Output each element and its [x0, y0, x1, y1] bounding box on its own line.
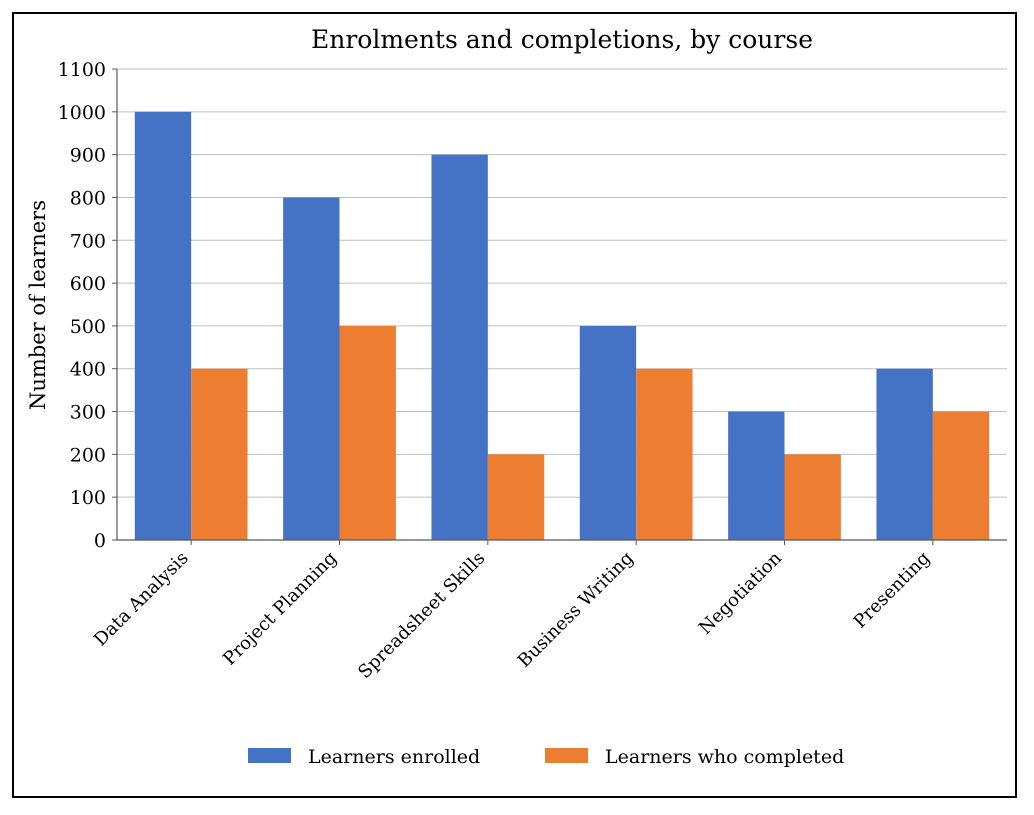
bar-completed	[487, 454, 545, 540]
legend-swatch	[248, 748, 291, 763]
y-tick-label: 1000	[58, 102, 106, 124]
y-tick-label: 500	[70, 316, 106, 338]
y-tick-label: 1100	[58, 59, 106, 81]
axes	[116, 69, 1007, 541]
bar-enrolled	[431, 154, 488, 541]
x-tick-label: Presenting	[850, 548, 935, 633]
legend-label: Learners enrolled	[308, 746, 480, 768]
legend-swatch	[545, 748, 588, 763]
bar-completed	[636, 368, 693, 540]
bar-enrolled	[876, 368, 933, 540]
x-tick-label: Spreadsheet Skills	[354, 548, 489, 683]
bars	[134, 111, 990, 541]
bar-enrolled	[134, 111, 192, 541]
y-tick-label: 800	[70, 187, 106, 209]
y-axis-label: Number of learners	[26, 200, 50, 410]
y-tick-label: 900	[70, 145, 106, 167]
x-tick-label: Data Analysis	[90, 548, 193, 651]
bar-enrolled	[579, 325, 637, 540]
y-tick-label: 100	[70, 487, 106, 509]
y-tick-label: 0	[94, 530, 106, 552]
bar-enrolled	[728, 411, 785, 540]
y-tick-label: 600	[70, 273, 106, 295]
legend: Learners enrolled Learners who completed	[248, 746, 844, 768]
y-ticks: 0 100 200 300 400 500 600 700 800 900 1000 1100	[58, 59, 117, 552]
legend-label: Learners who completed	[605, 746, 844, 768]
bar-completed	[191, 368, 248, 540]
x-ticks: Data Analysis Project Planning Spreadsheet…	[90, 540, 934, 683]
bar-completed	[784, 454, 841, 540]
y-tick-label: 400	[70, 359, 106, 381]
bar-completed	[932, 411, 990, 540]
x-tick-label: Project Planning	[219, 548, 341, 670]
y-tick-label: 200	[70, 444, 106, 466]
y-tick-label: 300	[70, 402, 106, 424]
bar-enrolled	[283, 197, 340, 541]
gridlines	[117, 68, 1007, 498]
x-tick-label: Business Writing	[514, 548, 638, 672]
x-tick-label: Negotiation	[695, 547, 786, 638]
y-tick-label: 700	[70, 230, 106, 252]
bar-completed	[339, 325, 396, 540]
chart-title: Enrolments and completions, by course	[311, 25, 813, 54]
